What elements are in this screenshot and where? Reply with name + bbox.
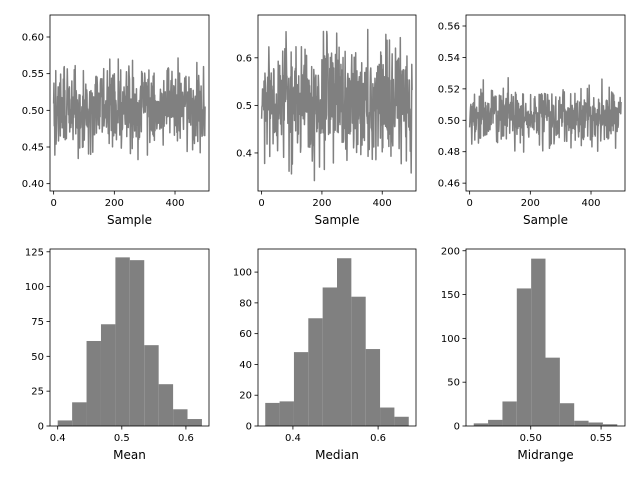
y-tick-label: 25: [31, 387, 44, 398]
y-tick-label: 200: [441, 246, 460, 257]
y-tick-label: 0.50: [438, 116, 460, 127]
x-axis-label: Sample: [107, 213, 152, 227]
series-line: [260, 28, 413, 182]
y-tick-label: 50: [31, 352, 44, 363]
histogram-bar: [502, 401, 517, 426]
subplot-sample-median-trace: 0 200 400 0.4 0.5 0.6 Sample: [236, 14, 417, 227]
x-tick-label: 0.4: [285, 433, 301, 444]
x-tick-label: 0.55: [590, 433, 612, 444]
histogram-bar: [488, 419, 503, 426]
histogram-bar: [351, 296, 366, 426]
y-tick-label: 20: [239, 391, 252, 402]
y-tick-label: 150: [441, 290, 460, 301]
y-tick-label: 0.6: [236, 53, 252, 64]
x-tick-label: 400: [165, 198, 184, 209]
x-axis-label: Sample: [315, 213, 360, 227]
histogram-bar: [308, 318, 323, 426]
x-tick-label: 200: [312, 198, 331, 209]
histogram-bar: [57, 420, 73, 426]
histogram-bar: [322, 287, 337, 426]
y-tick-label: 100: [25, 282, 44, 293]
y-tick-label: 0.60: [22, 33, 44, 44]
x-tick-label: 400: [373, 198, 392, 209]
x-tick-label: 0.4: [50, 433, 66, 444]
subplot-mean-histogram: 0.4 0.5 0.6 0 25 50 75 100 125 Mean: [25, 247, 210, 462]
x-axis-label: Median: [315, 448, 359, 462]
y-tick-label: 0.45: [22, 143, 44, 154]
x-axis-label: Mean: [113, 448, 146, 462]
y-tick-label: 0.5: [236, 101, 252, 112]
axes-frame: [49, 248, 210, 427]
y-tick-label: 0.46: [438, 179, 460, 190]
y-tick-label: 0.48: [438, 147, 460, 158]
histogram-bar: [365, 349, 381, 426]
histogram-bar: [588, 422, 603, 426]
y-tick-label: 125: [25, 247, 44, 258]
histogram-bar: [86, 340, 101, 426]
histogram-bar: [115, 257, 130, 426]
y-tick-label: 0: [38, 422, 44, 433]
y-tick-label: 0.50: [22, 106, 44, 117]
histogram-bar: [574, 420, 589, 426]
histogram-bar: [173, 409, 188, 426]
axes-frame: [257, 248, 417, 427]
histogram-bar: [602, 424, 618, 426]
y-tick-label: 0.56: [438, 22, 460, 33]
x-tick-label: 0: [466, 198, 472, 209]
y-tick-label: 0.54: [438, 53, 460, 64]
y-tick-label: 0: [246, 422, 252, 433]
histogram-bar: [144, 345, 159, 426]
y-tick-label: 75: [31, 317, 44, 328]
histogram-bar: [545, 357, 560, 426]
histogram-bar: [380, 407, 395, 426]
subplot-sample-mean-trace: 0 200 400 0.40 0.45 0.50 0.55 0.60 Sample: [22, 14, 210, 227]
axes-frame: [49, 14, 210, 192]
histogram-bar: [394, 416, 409, 426]
x-tick-label: 0: [258, 198, 264, 209]
x-tick-label: 400: [581, 198, 600, 209]
x-axis-label: Sample: [523, 213, 568, 227]
histogram-bar: [337, 258, 352, 426]
series-line: [52, 57, 206, 161]
y-tick-label: 0: [454, 422, 460, 433]
histogram-bar: [129, 260, 145, 426]
histogram-bar: [100, 324, 116, 426]
x-tick-label: 200: [521, 198, 540, 209]
y-tick-label: 100: [441, 334, 460, 345]
histogram-bar: [158, 384, 174, 426]
histogram-bar: [516, 288, 532, 426]
y-tick-label: 40: [239, 360, 252, 371]
y-tick-label: 0.55: [22, 69, 44, 80]
histogram-bar: [265, 402, 280, 426]
axes-frame: [465, 14, 626, 192]
x-tick-label: 0: [50, 198, 56, 209]
subplot-midrange-histogram: 0.50 0.55 0 50 100 150 200 Midrange: [441, 246, 626, 462]
axes-frame: [465, 248, 626, 427]
x-tick-label: 0.5: [114, 433, 130, 444]
x-tick-label: 0.6: [178, 433, 194, 444]
histogram-bar: [187, 419, 202, 426]
histogram-bar: [72, 402, 87, 426]
subplot-sample-midrange-trace: 0 200 400 0.46 0.48 0.50 0.52 0.54 0.56 Sample: [438, 14, 626, 227]
subplot-median-histogram: 0.4 0.6 0 20 40 60 80 100 Median: [233, 248, 417, 462]
x-tick-label: 0.6: [370, 433, 386, 444]
histogram-bar: [559, 403, 575, 426]
histogram-bar: [473, 423, 489, 426]
y-tick-label: 0.40: [22, 179, 44, 190]
series-line: [468, 77, 622, 153]
y-tick-label: 100: [233, 268, 252, 279]
x-tick-label: 0.50: [520, 433, 542, 444]
axes-frame: [257, 14, 417, 192]
x-axis-label: Midrange: [517, 448, 573, 462]
y-tick-label: 80: [239, 298, 252, 309]
histogram-bar: [293, 352, 309, 426]
y-tick-label: 60: [239, 329, 252, 340]
y-tick-label: 50: [447, 378, 460, 389]
histogram-bar: [531, 258, 546, 426]
y-tick-label: 0.4: [236, 148, 252, 159]
y-tick-label: 0.52: [438, 84, 460, 95]
x-tick-label: 200: [105, 198, 124, 209]
histogram-bar: [279, 401, 294, 426]
